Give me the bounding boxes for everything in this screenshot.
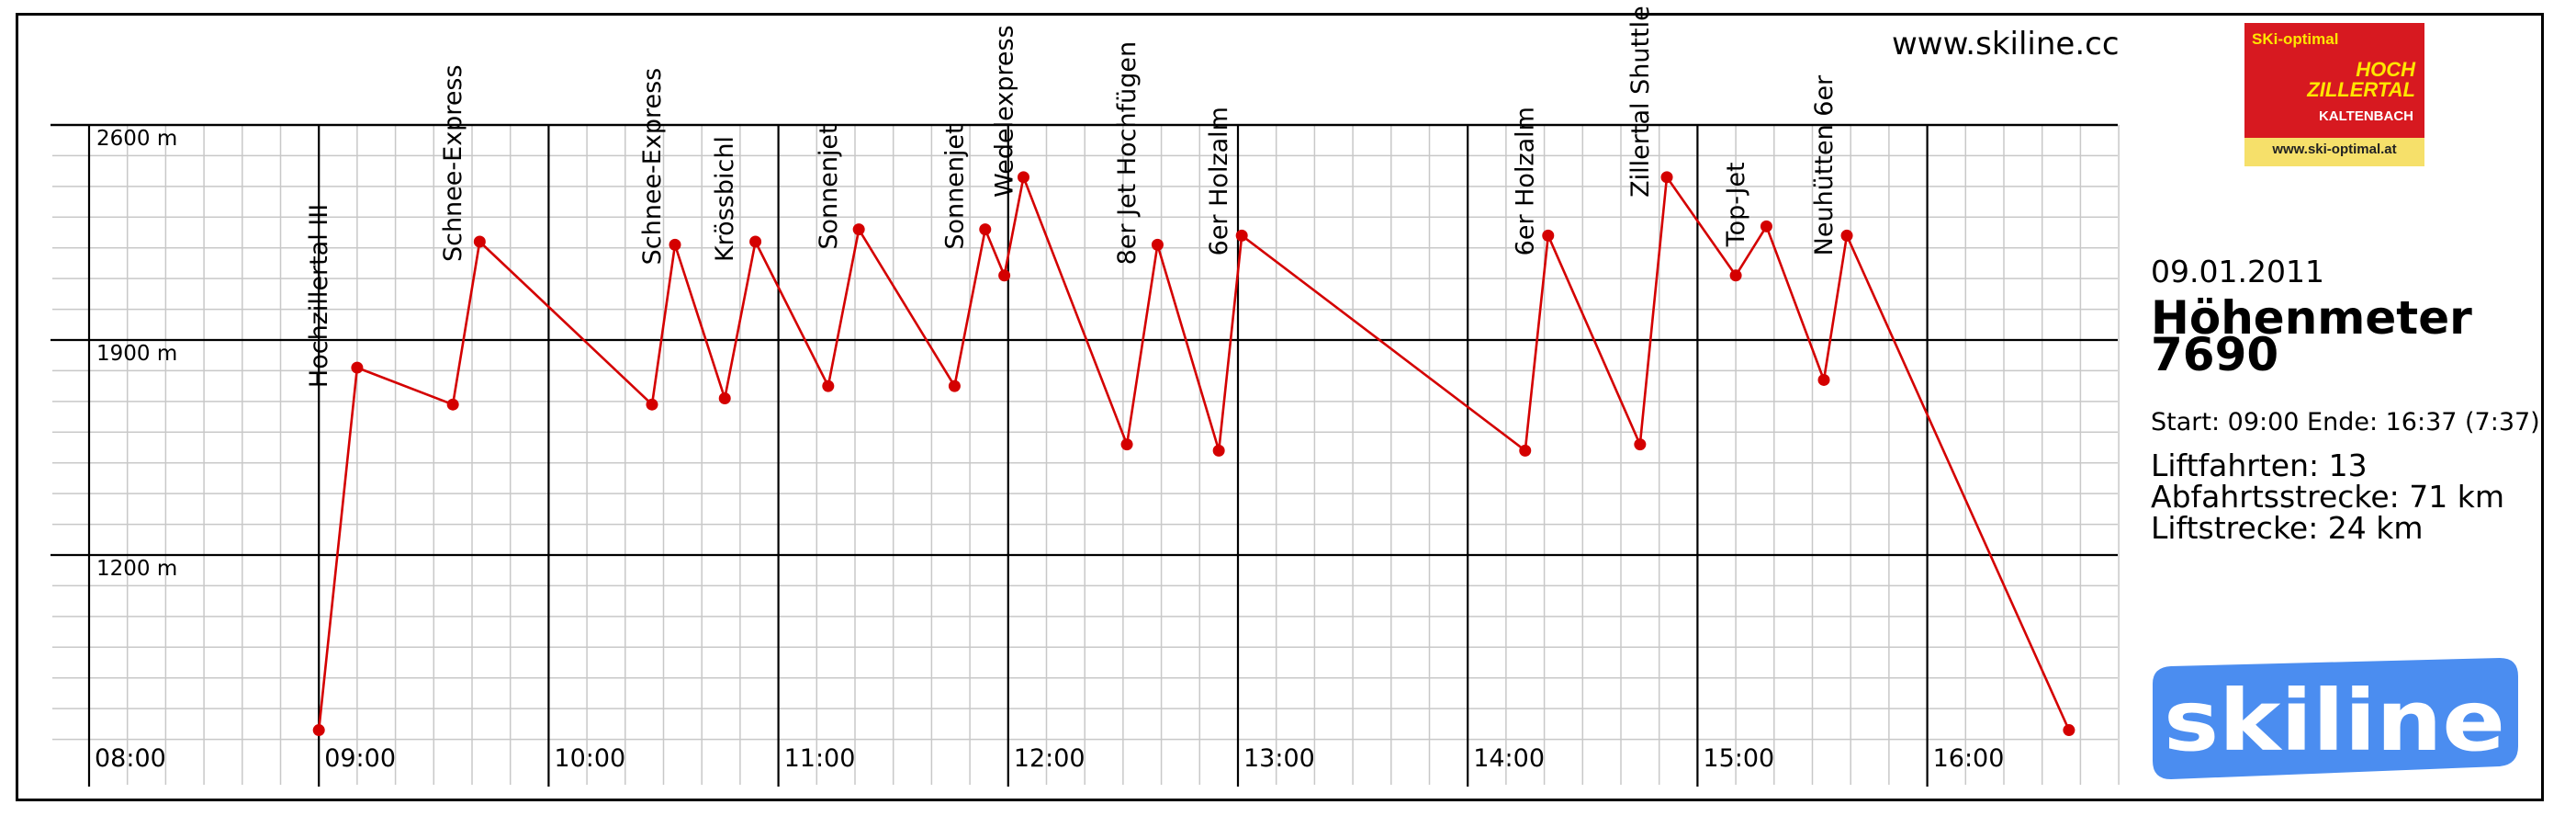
chart-frame (16, 13, 2544, 801)
data-point (2063, 724, 2075, 737)
logo-url: www.ski-optimal.at (2272, 142, 2397, 157)
logo-line3: ZILLERTAL (2307, 78, 2415, 101)
data-point (1120, 438, 1133, 451)
lift-annotation: Schnee-Express (638, 68, 667, 266)
run-date: 09.01.2011 (2151, 254, 2324, 289)
skiline-logo-badge (2153, 658, 2518, 779)
skiline-logo-text: skiline (2164, 672, 2505, 770)
y-tick-label: 1900 m (96, 342, 177, 366)
x-tick-label: 10:00 (554, 744, 625, 773)
data-point (1519, 444, 1532, 457)
data-point (473, 235, 486, 248)
data-point (1235, 229, 1248, 242)
skiline-logo: skiline (2153, 658, 2518, 779)
data-point (948, 380, 961, 392)
data-point (1760, 220, 1772, 232)
lift-annotation: Neuhütten 6er (1810, 74, 1839, 255)
data-point (312, 724, 325, 737)
data-point (852, 223, 865, 236)
data-point (998, 269, 1011, 282)
lift-rides: Liftfahrten: 13 (2151, 448, 2368, 483)
data-point (979, 223, 992, 236)
logo-red-panel (2244, 23, 2424, 138)
y-tick-label: 2600 m (96, 127, 177, 151)
data-point (1151, 238, 1164, 251)
data-point (822, 380, 835, 392)
website-url[interactable]: www.skiline.cc (1892, 26, 2120, 62)
x-tick-label: 13:00 (1243, 744, 1315, 773)
lift-distance: Liftstrecke: 24 km (2151, 510, 2424, 546)
altitude-label: Höhenmeter (2151, 291, 2472, 345)
x-tick-label: 08:00 (95, 744, 166, 773)
start-end-time: Start: 09:00 Ende: 16:37 (7:37) (2151, 408, 2540, 436)
altitude-value: 7690 (2151, 328, 2279, 381)
data-point (718, 392, 731, 405)
lift-annotation: Sonnenjet (940, 124, 969, 249)
x-tick-label: 12:00 (1014, 744, 1086, 773)
data-point (1840, 229, 1853, 242)
data-point (351, 361, 364, 374)
logo-line2: HOCH (2356, 58, 2415, 81)
data-point (446, 398, 459, 411)
data-point (1542, 229, 1555, 242)
lift-annotation: 6er Holzalm (1512, 107, 1540, 255)
data-point (1660, 171, 1673, 184)
x-tick-label: 11:00 (784, 744, 856, 773)
x-tick-label: 16:00 (1933, 744, 2005, 773)
ski-optimal-logo: SKi-optimal HOCH ZILLERTAL KALTENBACH ww… (2244, 23, 2424, 166)
lift-annotation: 6er Holzalm (1205, 107, 1233, 255)
x-tick-label: 14:00 (1473, 744, 1545, 773)
lift-annotation: Wedelexpress (991, 25, 1019, 197)
lift-annotation: Zillertal Shuttle (1626, 6, 1655, 198)
data-point (1729, 269, 1742, 282)
lift-annotation: Schnee-Express (439, 64, 467, 262)
data-point (1017, 171, 1029, 184)
logo-line1: SKi-optimal (2252, 30, 2339, 48)
lift-annotation: Sonnenjet (815, 124, 843, 249)
lift-annotation: Hochzillertal III (305, 204, 333, 388)
logo-title: HOCH ZILLERTAL (2307, 60, 2415, 100)
data-point (1634, 438, 1647, 451)
data-point (669, 238, 681, 251)
x-tick-label: 09:00 (324, 744, 396, 773)
data-point (1817, 373, 1830, 386)
downhill-distance: Abfahrtsstrecke: 71 km (2151, 479, 2504, 515)
lift-annotation: 8er Jet Hochfügen (1113, 41, 1142, 265)
y-tick-label: 1200 m (96, 557, 177, 581)
logo-line4: KALTENBACH (2318, 108, 2413, 124)
logo-url-band: www.ski-optimal.at (2244, 138, 2424, 166)
lift-annotation: Top-Jet (1722, 162, 1750, 247)
data-point (646, 398, 658, 411)
lift-annotation: Krössbichl (711, 136, 739, 262)
x-tick-label: 15:00 (1703, 744, 1774, 773)
data-point (749, 235, 762, 248)
data-point (1212, 444, 1225, 457)
